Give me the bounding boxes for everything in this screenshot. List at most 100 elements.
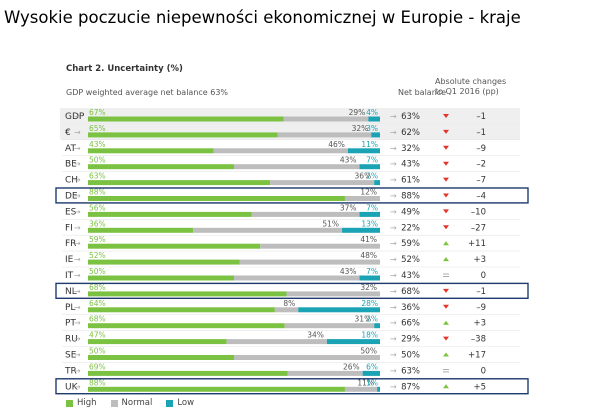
bar-low-tr: [362, 370, 380, 376]
trend-up-icon: [443, 352, 449, 357]
value-label-normal-ch: 36%: [355, 172, 372, 181]
bar-high-at: [88, 148, 214, 154]
net-balance-pt: 66%: [401, 319, 420, 329]
row-arrow-icon: →: [74, 366, 81, 375]
shaded-row-gdp: [60, 108, 520, 124]
net-balance-row1: 62%: [401, 128, 420, 138]
row-arrow-icon: →: [74, 207, 81, 216]
bar-low-at: [347, 148, 380, 154]
category-label-ch: CH: [65, 176, 78, 186]
net-balance-ch: 61%: [401, 176, 420, 186]
bar-low-it: [359, 275, 380, 281]
change-value-at: –9: [476, 144, 486, 154]
category-label-ru: RU: [65, 335, 78, 345]
changes-header-line-2: to Q1 2016 (pp): [435, 87, 499, 96]
legend-item-high: High: [66, 398, 97, 408]
change-value-nl: –1: [476, 287, 486, 297]
bar-low-gdp: [368, 116, 380, 122]
net-arrow-icon: →: [390, 207, 397, 216]
trend-down-icon: [443, 114, 449, 118]
change-value-se: +17: [468, 351, 486, 361]
value-label-normal-fi: 51%: [322, 219, 339, 228]
bar-normal-de: [344, 196, 380, 201]
net-balance-be: 43%: [401, 160, 420, 170]
category-label-fr: FR: [65, 239, 76, 249]
row-arrow-icon: →: [74, 128, 81, 137]
change-value-es: –10: [471, 207, 486, 217]
net-arrow-icon: →: [390, 366, 397, 375]
legend-item-low: Low: [166, 398, 194, 408]
net-balance-nl: 68%: [401, 287, 420, 297]
row-arrow-icon: →: [74, 255, 81, 264]
trend-down-icon: [443, 304, 449, 309]
highlight-box-uk: [55, 378, 529, 395]
net-balance-at: 32%: [401, 144, 420, 154]
value-label-normal-se: 50%: [360, 347, 377, 356]
net-arrow-icon: →: [390, 255, 397, 264]
category-label-fi: FI: [65, 223, 73, 233]
value-label-low-at: 11%: [361, 140, 378, 149]
value-label-normal-it: 43%: [340, 267, 357, 276]
value-label-high-ru: 47%: [89, 331, 106, 340]
row-arrow-icon: →: [74, 144, 81, 153]
change-value-ch: –7: [476, 176, 486, 186]
change-value-pt: +3: [473, 319, 486, 329]
change-value-uk: +5: [473, 382, 486, 392]
change-value-tr: 0: [481, 366, 486, 376]
value-label-low-row1: 3%: [366, 124, 378, 133]
value-label-low-gdp: 4%: [366, 108, 378, 117]
category-label-pl: PL: [65, 303, 75, 313]
net-arrow-icon: →: [390, 335, 397, 344]
net-balance-header: Net balance: [398, 88, 447, 97]
row-arrow-icon: →: [74, 239, 81, 248]
change-value-de: –4: [476, 192, 486, 202]
bar-normal-ru: [226, 339, 327, 345]
net-balance-tr: 63%: [401, 366, 420, 376]
bar-high-de: [88, 196, 345, 201]
legend: High Normal Low: [66, 398, 194, 408]
bar-high-fr: [88, 243, 261, 249]
net-balance-se: 50%: [401, 351, 420, 361]
chart-subtitle: GDP weighted average net balance 63%: [66, 88, 229, 97]
bar-high-pl: [88, 307, 275, 313]
value-label-normal-pt: 31%: [355, 315, 372, 324]
value-label-high-se: 50%: [89, 347, 106, 356]
value-label-high-row1: 65%: [89, 124, 106, 133]
bar-high-pt: [88, 323, 285, 329]
bar-low-fi: [342, 227, 380, 233]
highlight-box-de: [55, 187, 529, 204]
trend-down-icon: [443, 225, 449, 230]
net-arrow-icon: →: [390, 144, 397, 153]
value-label-low-pt: 2%: [366, 315, 378, 324]
value-label-high-it: 50%: [89, 267, 106, 276]
row-arrow-icon: →: [74, 176, 81, 185]
value-label-low-tr: 6%: [366, 362, 378, 371]
value-label-high-be: 50%: [89, 156, 106, 165]
value-label-high-tr: 69%: [89, 362, 106, 371]
bar-normal-se: [234, 355, 380, 360]
bar-low-be: [359, 164, 380, 170]
row-arrow-icon: →: [74, 287, 81, 296]
bar-normal-fi: [193, 227, 343, 233]
value-label-normal-gdp: 29%: [349, 108, 366, 117]
net-balance-fr: 59%: [401, 239, 420, 249]
row-arrow-icon: →: [74, 335, 81, 344]
value-label-high-fr: 59%: [89, 235, 106, 244]
bar-high-uk: [88, 386, 345, 392]
value-label-high-es: 56%: [89, 203, 106, 212]
net-arrow-icon: →: [390, 192, 397, 201]
trend-down-icon: [443, 193, 449, 198]
net-arrow-icon: →: [390, 287, 397, 296]
bar-normal-pl: [274, 307, 299, 313]
row-arrow-icon: →: [74, 303, 81, 312]
value-label-normal-uk: 11%: [357, 378, 374, 387]
bar-high-nl: [88, 291, 287, 297]
legend-swatch-low: [166, 399, 174, 407]
bar-normal-pt: [284, 323, 375, 329]
legend-label-normal: Normal: [121, 398, 153, 408]
bar-low-row1: [371, 132, 380, 138]
trend-up-icon: [443, 257, 449, 262]
net-arrow-icon: →: [390, 223, 397, 232]
category-label-pt: PT: [65, 319, 76, 329]
bar-normal-row1: [277, 132, 372, 138]
